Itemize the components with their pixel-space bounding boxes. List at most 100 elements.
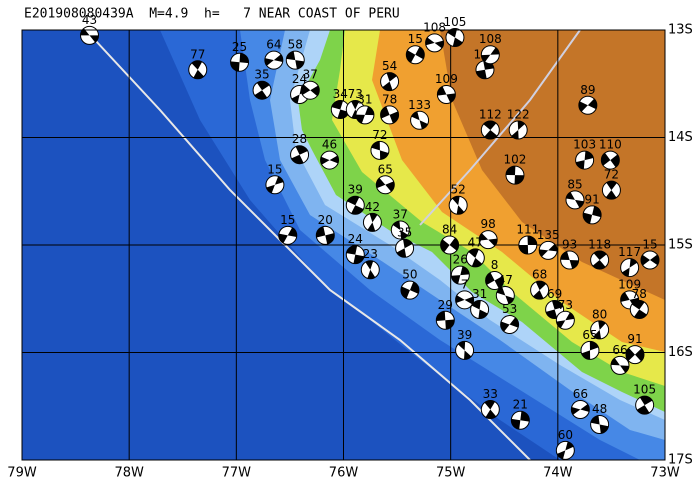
compression-quadrant [592, 251, 607, 270]
depth-label: 89 [580, 83, 595, 97]
depth-label: 73 [348, 87, 363, 101]
depth-label: 24 [292, 72, 307, 86]
depth-label: 31 [357, 92, 372, 106]
depth-label: 39 [348, 183, 363, 197]
depth-label: 77 [190, 47, 205, 61]
depth-label: 35 [397, 226, 412, 240]
focal-mechanism: 133 [408, 98, 431, 130]
depth-label: 98 [481, 217, 496, 231]
depth-label: 111 [516, 223, 539, 237]
depth-label: 23 [363, 247, 378, 261]
compression-quadrant [406, 46, 425, 63]
compression-quadrant [376, 177, 395, 192]
x-tick-label: 73W [650, 466, 680, 481]
depth-label: 15 [267, 162, 282, 176]
depth-label: 109 [618, 277, 641, 291]
focal-mechanism: 20 [315, 213, 335, 245]
focal-mechanism: 78 [380, 92, 400, 125]
compression-quadrant [511, 411, 530, 430]
compression-quadrant [476, 60, 494, 79]
focal-mechanism: 105 [444, 15, 466, 48]
focal-mechanism: 37 [390, 207, 410, 240]
compression-quadrant [331, 100, 349, 119]
depth-label: 85 [567, 177, 582, 191]
focal-mechanism: 68 [530, 268, 550, 300]
compression-quadrant [286, 51, 305, 69]
compression-quadrant [371, 141, 389, 160]
compression-quadrant [622, 258, 638, 277]
compression-quadrant [367, 213, 378, 232]
focal-mechanism: 53 [500, 302, 520, 335]
focal-mechanism: 110 [599, 138, 622, 170]
depth-label: 35 [254, 68, 269, 82]
compression-quadrant [481, 47, 500, 63]
compression-quadrant [451, 266, 470, 284]
depth-label: 43 [82, 13, 97, 27]
focal-mechanism: 48 [590, 402, 610, 435]
focal-mechanism: 31 [470, 287, 490, 319]
compression-quadrant [500, 317, 519, 332]
depth-label: 108 [423, 20, 446, 34]
compression-quadrant [578, 98, 597, 112]
focal-mechanism: 58 [285, 38, 305, 70]
compression-quadrant [518, 236, 537, 254]
compression-quadrant [560, 251, 579, 269]
depth-label: 15 [280, 213, 295, 227]
depth-label: 84 [442, 223, 457, 237]
depth-label: 91 [627, 332, 642, 346]
compression-quadrant [347, 196, 364, 215]
compression-quadrant [539, 244, 558, 257]
depth-label: 72 [372, 128, 387, 142]
x-tick-label: 74W [543, 466, 573, 481]
focal-mechanism: 42 [362, 200, 382, 232]
focal-mechanism: 33 [480, 387, 500, 419]
focal-mechanism: 108 [423, 20, 446, 53]
focal-mechanism: 35 [252, 68, 272, 100]
focal-mechanism: 39 [345, 183, 365, 215]
focal-mechanism: 93 [560, 238, 580, 270]
compression-quadrant [400, 281, 419, 299]
depth-label: 37 [393, 207, 408, 221]
focal-mechanism: 46 [320, 138, 340, 170]
focal-mechanism: 66 [610, 343, 630, 375]
compression-quadrant [278, 227, 297, 244]
focal-mechanism: 31 [355, 92, 375, 125]
compression-quadrant [365, 260, 376, 279]
compression-quadrant [301, 84, 320, 97]
compression-quadrant [191, 60, 204, 79]
focal-mechanism: 105 [633, 383, 656, 415]
depth-label: 47 [468, 235, 483, 249]
compression-quadrant [571, 404, 590, 415]
depth-label: 117 [618, 245, 641, 259]
events: 4377256458352437347331781335415108105102… [80, 13, 660, 460]
focal-mechanism: 112 [479, 107, 502, 140]
focal-mechanism: 65 [375, 162, 395, 195]
depth-label: 78 [632, 287, 647, 301]
depth-label: 28 [292, 132, 307, 146]
focal-mechanism: 80 [590, 307, 610, 340]
focal-mechanism: 135 [537, 228, 560, 260]
depth-label: 73 [558, 298, 573, 312]
x-tick-label: 78W [114, 466, 144, 481]
focal-mechanism: 84 [440, 223, 460, 255]
focal-mechanism: 15 [640, 238, 660, 270]
compression-quadrant [601, 152, 620, 168]
depth-label: 39 [457, 328, 472, 342]
focal-mechanism: 122 [507, 107, 530, 140]
compression-quadrant [557, 441, 574, 460]
compression-quadrant [382, 72, 397, 91]
depth-label: 118 [588, 238, 611, 252]
focal-mechanism: 29 [435, 298, 455, 330]
focal-mechanism: 15 [278, 213, 298, 245]
depth-label: 42 [365, 200, 380, 214]
compression-quadrant [640, 254, 659, 266]
x-tick-label: 77W [222, 466, 252, 481]
compression-quadrant [447, 28, 463, 47]
compression-quadrant [230, 53, 249, 72]
depth-label: 105 [633, 383, 656, 397]
depth-label: 108 [479, 32, 502, 46]
focal-mechanism: 66 [570, 387, 590, 419]
depth-label: 58 [288, 38, 303, 52]
focal-mechanism: 8 [485, 258, 505, 290]
